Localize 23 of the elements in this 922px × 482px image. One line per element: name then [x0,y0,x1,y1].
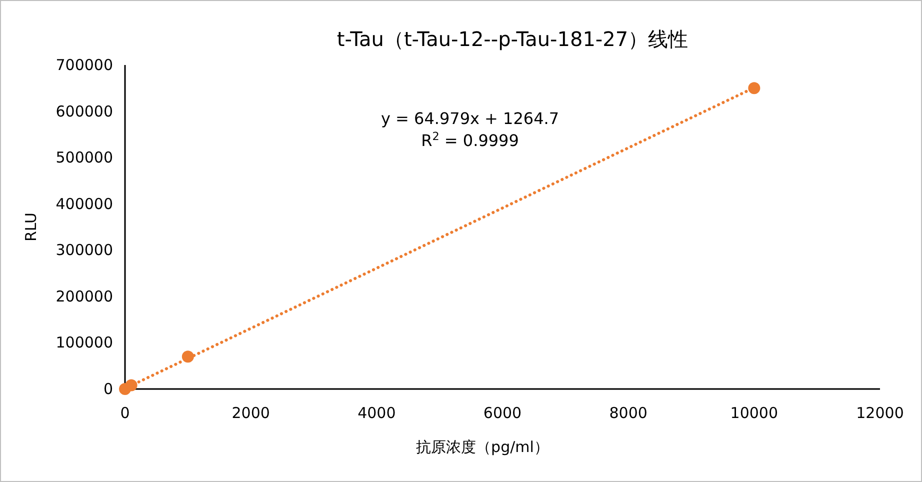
point [748,82,760,94]
x-tick-label: 10000 [730,404,778,422]
x-tick-label: 12000 [856,404,904,422]
x-tick-label: 4000 [358,404,396,422]
y-axis-title: RLU [22,212,40,242]
y-tick-label: 700000 [56,56,113,74]
y-tick-label: 300000 [56,241,113,260]
x-tick-label: 8000 [609,404,648,422]
annotation: y = 64.979x + 1264.7 [380,109,560,128]
y-tick-label: 0 [103,380,113,398]
y-tick-label: 100000 [56,334,113,352]
annotation: R$^{2}$ = 0.9999 [421,130,519,150]
y-tick-label: 200000 [56,287,113,306]
x-tick-label: 2000 [232,404,270,422]
x-tick-label: 0 [120,404,130,422]
y-tick-label: 500000 [56,148,113,167]
chart-title: t-Tau（t-Tau-12--p-Tau-181-27）线性 [336,27,688,51]
x-tick-label: 6000 [483,404,522,422]
x-axis-title: 抗原浓度（pg/ml） [416,438,549,456]
y-tick-label: 600000 [56,102,113,120]
y-tick-label: 400000 [56,194,113,213]
point [125,379,138,392]
point [182,350,194,363]
